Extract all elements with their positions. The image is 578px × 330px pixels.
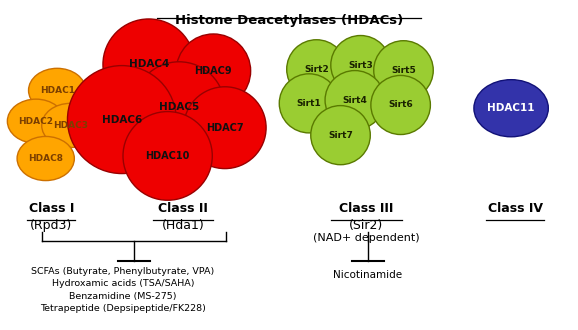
Ellipse shape	[68, 66, 176, 174]
Text: HDAC2: HDAC2	[18, 117, 54, 126]
Text: HDAC10: HDAC10	[146, 151, 190, 161]
Ellipse shape	[17, 136, 75, 181]
Text: (NAD+ dependent): (NAD+ dependent)	[313, 233, 420, 243]
Text: Class III: Class III	[339, 202, 394, 215]
Ellipse shape	[134, 62, 225, 153]
Ellipse shape	[325, 71, 384, 130]
Text: HDAC3: HDAC3	[53, 121, 88, 130]
Text: HDAC9: HDAC9	[195, 66, 232, 76]
Text: HDAC11: HDAC11	[487, 103, 535, 113]
Text: HDAC5: HDAC5	[159, 102, 199, 112]
Text: SCFAs (Butyrate, Phenylbutyrate, VPA)
Hydroxamic acids (TSA/SAHA)
Benzamidine (M: SCFAs (Butyrate, Phenylbutyrate, VPA) Hy…	[31, 267, 214, 313]
Text: Sirt5: Sirt5	[391, 66, 416, 75]
Text: HDAC8: HDAC8	[28, 154, 63, 163]
Text: Sirt4: Sirt4	[342, 96, 367, 105]
Text: Nicotinamide: Nicotinamide	[334, 271, 402, 280]
Text: Sirt7: Sirt7	[328, 131, 353, 140]
Ellipse shape	[474, 80, 549, 137]
Text: HDAC7: HDAC7	[206, 123, 244, 133]
Text: Sirt6: Sirt6	[388, 100, 413, 110]
Ellipse shape	[103, 19, 195, 110]
Text: (Rpd3): (Rpd3)	[30, 218, 73, 232]
Ellipse shape	[184, 87, 266, 169]
Text: Class IV: Class IV	[488, 202, 543, 215]
Ellipse shape	[331, 36, 390, 95]
Ellipse shape	[311, 106, 370, 165]
Text: Class II: Class II	[158, 202, 208, 215]
Text: Sirt2: Sirt2	[304, 65, 329, 74]
Ellipse shape	[287, 40, 346, 99]
Text: (Sir2): (Sir2)	[349, 218, 383, 232]
Ellipse shape	[279, 74, 339, 133]
Ellipse shape	[374, 41, 434, 100]
Text: Histone Deacetylases (HDACs): Histone Deacetylases (HDACs)	[175, 14, 403, 27]
Text: HDAC1: HDAC1	[40, 86, 75, 95]
Text: Class I: Class I	[29, 202, 74, 215]
Ellipse shape	[123, 112, 212, 200]
Text: Sirt1: Sirt1	[297, 99, 321, 108]
Text: Sirt3: Sirt3	[348, 61, 373, 70]
Ellipse shape	[371, 76, 431, 135]
Ellipse shape	[28, 68, 86, 113]
Ellipse shape	[176, 34, 251, 108]
Text: HDAC4: HDAC4	[128, 59, 169, 69]
Text: (Hda1): (Hda1)	[162, 218, 205, 232]
Text: HDAC6: HDAC6	[102, 115, 142, 125]
Ellipse shape	[42, 103, 99, 148]
Ellipse shape	[8, 99, 65, 143]
